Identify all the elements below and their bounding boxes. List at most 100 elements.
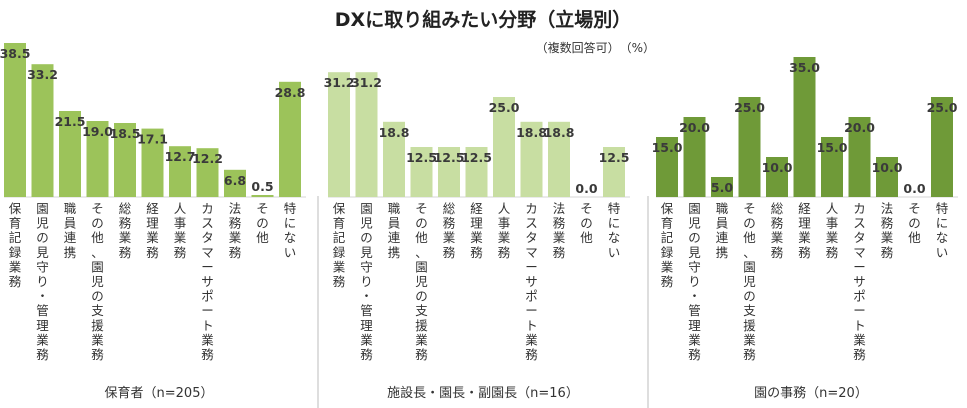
data-label: 19.0	[82, 124, 113, 139]
category-label: 園児の見守り・管理業務	[688, 201, 701, 362]
data-label: 25.0	[734, 100, 765, 115]
data-label: 25.0	[489, 100, 520, 115]
plot-area: 38.5 保育記録業務 33.2 園児の見守り・管理業務 21.5 職員連携 19.0 その他…	[0, 43, 958, 408]
bar	[931, 97, 953, 197]
category-label: 職員連携	[716, 201, 729, 260]
data-label: 12.5	[599, 150, 630, 165]
bar	[493, 97, 515, 197]
category-label: 法務業務	[229, 201, 242, 260]
data-label: 12.5	[434, 150, 465, 165]
bar	[656, 137, 678, 197]
bar	[383, 121, 405, 197]
category-label: 人事業務	[826, 201, 839, 260]
data-label: 31.2	[324, 75, 355, 90]
data-label: 18.8	[516, 125, 547, 140]
data-label: 21.5	[55, 114, 86, 129]
group-label: 施設長・園長・副園長（n=16）	[387, 385, 579, 401]
data-label: 35.0	[789, 60, 820, 75]
category-label: 職員連携	[64, 201, 77, 260]
category-label: その他、園児の支援業務	[415, 201, 428, 362]
bar	[683, 117, 706, 197]
data-label: 10.0	[762, 160, 793, 175]
category-label: 人事業務	[498, 201, 511, 260]
category-label: 総務業務	[119, 201, 132, 260]
category-label: その他	[580, 201, 593, 245]
data-label: 10.0	[872, 160, 903, 175]
bar	[279, 81, 301, 197]
data-label: 18.8	[544, 125, 575, 140]
bar	[196, 148, 219, 197]
bar	[793, 57, 816, 197]
bar	[876, 157, 898, 197]
data-label: 15.0	[652, 140, 683, 155]
bar	[31, 64, 54, 197]
data-label: 18.8	[379, 125, 410, 140]
bar	[59, 111, 81, 197]
data-label: 12.7	[165, 149, 196, 164]
data-label: 12.2	[192, 151, 223, 166]
data-label: 20.0	[679, 120, 710, 135]
bar	[355, 72, 378, 197]
category-label: その他、園児の支援業務	[91, 201, 104, 362]
category-label: 特にない	[284, 201, 297, 260]
bar	[821, 137, 843, 197]
bar	[169, 146, 191, 197]
data-label: 0.0	[903, 181, 925, 196]
category-label: 保育記録業務	[333, 201, 346, 289]
bar	[848, 117, 871, 197]
data-label: 38.5	[0, 46, 30, 61]
data-label: 12.5	[406, 150, 437, 165]
category-label: カスタマーサポート業務	[853, 201, 866, 362]
category-label: 人事業務	[174, 201, 187, 260]
category-label: カスタマーサポート業務	[201, 201, 214, 362]
data-label: 5.0	[711, 180, 733, 195]
data-label: 33.2	[27, 67, 58, 82]
category-label: 特にない	[608, 201, 621, 260]
category-label: 保育記録業務	[661, 201, 674, 289]
data-label: 0.5	[251, 179, 273, 194]
category-label: 経理業務	[146, 201, 159, 260]
data-label: 0.0	[575, 181, 597, 196]
bar	[4, 43, 26, 197]
bar	[438, 147, 460, 197]
bar	[465, 147, 488, 197]
bar	[548, 121, 570, 197]
category-label: その他、園児の支援業務	[743, 201, 756, 362]
bar	[520, 121, 543, 197]
data-label: 18.5	[110, 126, 141, 141]
category-label: 保育記録業務	[9, 201, 22, 289]
bar	[114, 123, 136, 197]
data-label: 12.5	[461, 150, 492, 165]
chart-note: （複数回答可） （%）	[536, 40, 655, 55]
data-label: 17.1	[137, 132, 168, 147]
bar	[328, 72, 350, 197]
bar	[141, 128, 164, 197]
category-label: 総務業務	[443, 201, 456, 260]
data-label: 20.0	[844, 120, 875, 135]
category-label: 法務業務	[881, 201, 894, 260]
category-label: その他	[256, 201, 269, 245]
category-label: 総務業務	[771, 201, 784, 260]
category-label: 園児の見守り・管理業務	[360, 201, 373, 362]
category-label: 経理業務	[470, 201, 483, 260]
bar	[603, 147, 625, 197]
bar	[738, 97, 761, 197]
category-label: 園児の見守り・管理業務	[36, 201, 49, 362]
bar	[86, 121, 109, 197]
bar	[410, 147, 433, 197]
bar	[224, 169, 246, 197]
category-label: 特にない	[936, 201, 949, 260]
data-label: 31.2	[351, 75, 382, 90]
category-label: 法務業務	[553, 201, 566, 260]
data-label: 25.0	[927, 100, 958, 115]
data-label: 6.8	[224, 173, 246, 188]
group-label: 保育者（n=205）	[105, 385, 214, 401]
category-label: 経理業務	[798, 201, 811, 260]
category-label: カスタマーサポート業務	[525, 201, 538, 362]
bar	[711, 177, 733, 197]
bar	[766, 157, 788, 197]
category-label: その他	[908, 201, 921, 245]
chart-title: DXに取り組みたい分野（立場別）	[335, 8, 631, 31]
group-label: 園の事務（n=20）	[754, 386, 868, 401]
